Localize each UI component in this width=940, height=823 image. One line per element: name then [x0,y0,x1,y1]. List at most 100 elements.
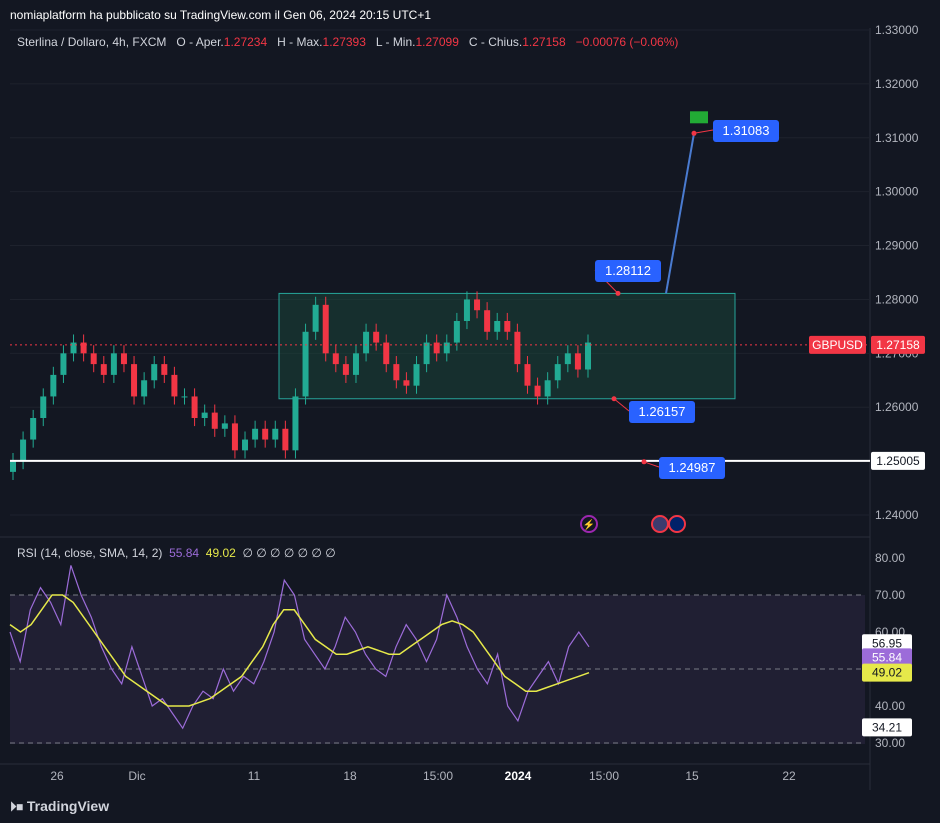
candle [231,415,238,459]
time-tick-label: 26 [50,769,64,783]
rsi-sma-line [9,594,590,707]
rsi-tick-label: 30.00 [875,736,905,750]
candle [574,345,581,378]
support-axis-badge: 1.25005 [871,451,925,470]
low-value: 1.27099 [415,35,459,49]
logo-icon: ⏵⏹ [10,799,23,814]
top-bar: nomiaplatform ha pubblicato su TradingVi… [0,0,940,30]
candle [171,366,178,405]
change-value: −0.00076 (−0.06%) [575,35,679,49]
event-icons[interactable]: ⚡ [580,515,686,533]
svg-text:GBPUSD: GBPUSD [812,338,863,352]
price-pane [0,28,870,537]
candle [30,409,37,448]
candle [161,356,168,383]
last-price-badge: 1.27158 [871,335,925,354]
annotations[interactable]: 1.31083 1.28112 1.26157 1.24987 [10,111,870,479]
candle [262,420,269,448]
candle [332,345,339,373]
price-tick-label: 1.28000 [875,292,919,306]
candle [534,377,541,405]
support-price-label[interactable]: 1.24987 [641,457,726,479]
price-tick-label: 1.31000 [875,131,919,145]
candle [282,420,289,459]
time-tick-label: Dic [128,769,145,783]
candle [181,388,188,405]
lightning-event-icon[interactable] [580,515,598,533]
candle [413,356,420,394]
svg-text:34.21: 34.21 [872,720,902,734]
target-price-label[interactable]: 1.31083 [691,120,780,142]
time-tick-label: 15:00 [423,769,453,783]
tradingview-logo[interactable]: ⏵⏹ TradingView [10,798,109,815]
candle [585,334,591,378]
candle [151,356,158,389]
svg-text:1.27158: 1.27158 [876,338,920,352]
price-legend: Sterlina / Dollaro, 4h, FXCM O - Aper.1.… [17,35,678,49]
candle [383,334,390,373]
projection-line[interactable] [665,133,695,294]
candle [20,431,27,470]
symbol-badge: GBPUSD [809,335,866,354]
time-tick-label: 18 [343,769,357,783]
close-value: 1.27158 [522,35,566,49]
open-value: 1.27234 [223,35,268,49]
us-flag-event-icon[interactable] [651,515,669,533]
rsi-upper-badge: 56.95 [862,634,912,653]
box-bottom-price-label[interactable]: 1.26157 [611,396,696,423]
candle [514,323,521,373]
candle [40,388,47,427]
rsi-lower-badge: 34.21 [862,718,912,737]
candle [302,323,309,405]
brand-name: TradingView [26,798,110,814]
candle [221,415,228,437]
candle [211,404,218,437]
range-box[interactable] [278,292,736,400]
lightning-glyph: ⚡ [583,518,595,531]
uk-flag-event-icon[interactable] [668,515,686,533]
rsi-tick-label: 40.00 [875,699,905,713]
price-tick-label: 1.32000 [875,77,919,91]
time-tick-label: 15 [685,769,699,783]
rsi-value-badge: 55.84 [862,648,912,667]
svg-text:1.31083: 1.31083 [723,123,770,138]
rsi-sma-value: 49.02 [205,546,236,560]
rsi-title: RSI (14, close, SMA, 14, 2) [17,546,163,560]
range-rectangle[interactable] [278,292,736,400]
target-flag-icon[interactable] [690,111,708,124]
candle [484,302,491,340]
candle [141,372,148,405]
candle [363,323,370,362]
low-label: L - Min. [375,35,416,49]
candle [242,431,249,459]
svg-text:55.84: 55.84 [872,650,902,664]
candle [352,345,359,383]
candle [373,323,380,351]
candle [110,345,117,383]
candle [50,366,57,405]
candle [201,404,208,427]
time-tick-label: 2024 [505,769,532,783]
rsi-value: 55.84 [169,546,200,560]
candle [423,334,430,373]
svg-text:56.95: 56.95 [872,636,902,650]
box-top-price-label[interactable]: 1.28112 [594,260,661,296]
publisher-info: nomiaplatform ha pubblicato su TradingVi… [10,8,432,22]
candle [131,356,138,405]
candle [474,291,481,319]
candle [90,345,97,373]
price-axis: 1.240001.250001.260001.270001.280001.290… [875,23,919,522]
candle [252,420,259,448]
time-tick-label: 11 [248,769,261,783]
time-tick-label: 15:00 [589,769,619,783]
price-tick-label: 1.29000 [875,239,919,253]
high-label: H - Max. [277,35,323,49]
candle [10,453,16,480]
svg-text:1.26157: 1.26157 [639,404,686,419]
svg-text:1.28112: 1.28112 [605,263,651,278]
symbol-title: Sterlina / Dollaro, 4h, FXCM [17,35,167,49]
svg-text:1.24987: 1.24987 [669,460,716,475]
candle [272,420,279,448]
